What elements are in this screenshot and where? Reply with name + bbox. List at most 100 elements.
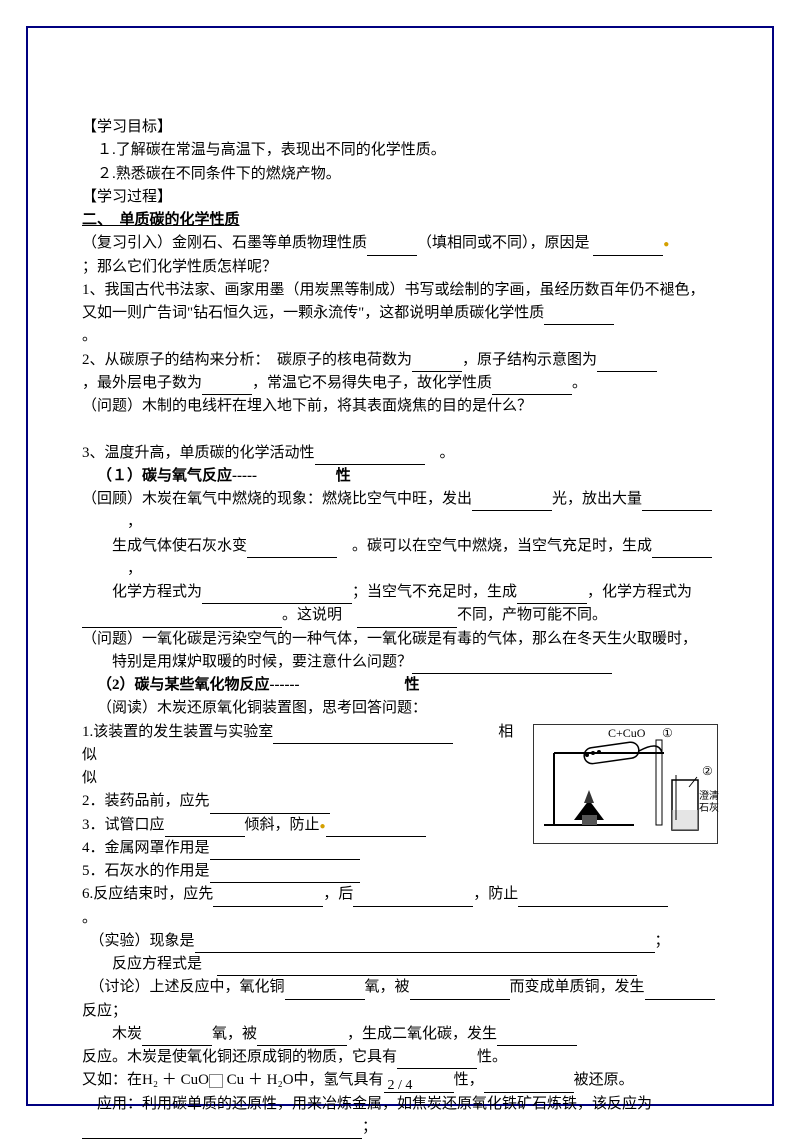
diagram-formula: C+CuO [608, 726, 646, 740]
read-line: （阅读）木炭还原氧化铜装置图，思考回答问题： [82, 697, 718, 720]
blank [165, 822, 245, 837]
blank [544, 310, 614, 325]
t: ， [127, 561, 142, 577]
t: 1.该装置的发生装置与实验室 [82, 724, 273, 740]
device-5: 5．石灰水的作用是 [82, 860, 718, 883]
review-intro: （复习引入）金刚石、石墨等单质物理性质（填相同或不同），原因是 ● [82, 232, 718, 255]
t: 。 [425, 445, 455, 461]
recall: （回顾）木炭在氧气中燃烧的现象：燃烧比空气中旺，发出 光，放出大量 [82, 488, 718, 511]
blank [642, 496, 712, 511]
svg-text:石灰水: 石灰水 [699, 801, 719, 814]
t: 而变成单质铜，发生 [510, 979, 645, 995]
question-2a: （问题）一氧化碳是污染空气的一种气体，一氧化碳是有毒的气体，那么在冬天生火取暖时… [82, 628, 718, 651]
t: 木炭 [112, 1026, 142, 1042]
spacer [82, 418, 718, 441]
t: ，常温它不易得失电子，故化学性质 [252, 375, 492, 391]
t: （填相同或不同），原因是 [417, 235, 590, 251]
section-process-title: 【学习过程】 [82, 186, 718, 209]
recall-f: ， [82, 558, 718, 581]
experiment: （实验）现象是 ； [82, 930, 718, 953]
t: ， [127, 514, 142, 530]
t: ；当空气不充足时，生成 [352, 584, 517, 600]
t: 反应。木炭是使氧化铜还原成铜的物质，它具有 [82, 1049, 397, 1065]
blank [210, 799, 330, 814]
page-number: 2 / 4 [0, 1078, 800, 1094]
t: ，生成二氧化碳，发生 [347, 1026, 497, 1042]
subsection-1: （１）碳与氧气反应----- 性 [82, 465, 718, 488]
blank [357, 613, 457, 628]
t: 4．金属网罩作用是 [82, 840, 210, 856]
blank [195, 938, 655, 953]
t: 6.反应结束时，应先 [82, 886, 213, 902]
blank [497, 1031, 577, 1046]
t: 。 [572, 375, 587, 391]
blank [353, 892, 473, 907]
t: （实验）现象是 [97, 933, 195, 949]
blank [202, 380, 252, 395]
device-6-end: 。 [82, 907, 718, 930]
t: 化学方程式为 [112, 584, 202, 600]
blank [492, 380, 572, 395]
blank [326, 822, 426, 837]
para-1: 1、我国古代书法家、画家用墨（用炭黑等制成）书写或绘制的字画，虽经历数百年仍不褪… [82, 279, 718, 326]
t: ； [362, 1119, 377, 1135]
blank [367, 241, 417, 256]
recall-g: 化学方程式为 ；当空气不充足时，生成 ，化学方程式为 [82, 581, 718, 604]
para-3: 3、温度升高，单质碳的化学活动性 。 [82, 442, 718, 465]
document-content: 【学习目标】 １.了解碳在常温与高温下，表现出不同的化学性质。 ２.熟悉碳在不同… [82, 116, 718, 1139]
blank [597, 357, 657, 372]
blank [82, 613, 282, 628]
blank [210, 868, 360, 883]
question-2b: 特别是用煤炉取暖的时候，要注意什么问题？ [82, 651, 718, 674]
blank [273, 729, 453, 744]
blank [257, 1031, 347, 1046]
diagram-label-1: ① [662, 726, 673, 740]
blank [652, 543, 712, 558]
blank [217, 961, 637, 976]
recall-c: ， [82, 511, 718, 534]
discuss-2: 木炭 氧，被 ，生成二氧化碳，发生 [82, 1023, 718, 1046]
t: 氧，被 [365, 979, 410, 995]
t: ； [655, 933, 670, 949]
t: 生成气体使石灰水变 [112, 538, 247, 554]
recall-d: 生成气体使石灰水变 。碳可以在空气中燃烧，当空气充足时，生成 [82, 535, 718, 558]
t: ，化学方程式为 [587, 584, 692, 600]
discuss-3: 反应。木炭是使氧化铜还原成铜的物质，它具有 性。 [82, 1046, 718, 1069]
discuss-1: （讨论）上述反应中，氧化铜氧，被而变成单质铜，发生 [82, 976, 718, 999]
blank [412, 357, 462, 372]
svg-text:澄清的: 澄清的 [699, 789, 719, 802]
application-blank: ； [82, 1116, 718, 1139]
t: 应用：利用碳单质的还原性，用来冶炼金属，如焦炭还原氧化铁矿石炼铁，该反应为 [97, 1096, 652, 1112]
t: 性。 [477, 1049, 507, 1065]
t: 不同，产物可能不同。 [457, 607, 607, 623]
t: 3．试管口应 [82, 817, 165, 833]
question-1: （问题）木制的电线杆在埋入地下前，将其表面烧焦的目的是什么？ [82, 395, 718, 418]
t: ，最外层电子数为 [82, 375, 202, 391]
review-intro-c: ；那么它们化学性质怎样呢？ [82, 256, 718, 279]
objective-1: １.了解碳在常温与高温下，表现出不同的化学性质。 [82, 139, 718, 162]
objective-2: ２.熟悉碳在不同条件下的燃烧产物。 [82, 163, 718, 186]
section-objectives-title: 【学习目标】 [82, 116, 718, 139]
blank [410, 985, 510, 1000]
diagram-svg: C+CuO ① ② 澄清的 石灰水 [534, 725, 719, 845]
t: （复习引入）金刚石、石墨等单质物理性质 [82, 235, 367, 251]
t: （回顾）木炭在氧气中燃烧的现象：燃烧比空气中旺，发出 [82, 491, 472, 507]
t: ，原子结构示意图为 [462, 352, 597, 368]
blank [517, 589, 587, 604]
blank [645, 985, 715, 1000]
application: 应用：利用碳单质的还原性，用来冶炼金属，如焦炭还原氧化铁矿石炼铁，该反应为 [82, 1093, 718, 1116]
recall-j: 。这说明 不同，产物可能不同。 [82, 604, 718, 627]
diagram-label-2: ② [702, 764, 713, 778]
equation: 反应方程式是 [82, 953, 718, 976]
para-2: 2、从碳原子的结构来分析： 碳原子的核电荷数为，原子结构示意图为 [82, 349, 718, 372]
t: 氧，被 [212, 1026, 257, 1042]
subsection-2: （2）碳与某些氧化物反应------ 性 [82, 674, 718, 697]
t: 光，放出大量 [552, 491, 642, 507]
t: ，防止 [473, 886, 518, 902]
blank [213, 892, 323, 907]
device-6: 6.反应结束时，应先 ，后 ，防止 [82, 883, 718, 906]
t: 反应方程式是 [112, 956, 202, 972]
blank [593, 241, 663, 256]
t: ，后 [323, 886, 353, 902]
t: 2．装药品前，应先 [82, 793, 210, 809]
